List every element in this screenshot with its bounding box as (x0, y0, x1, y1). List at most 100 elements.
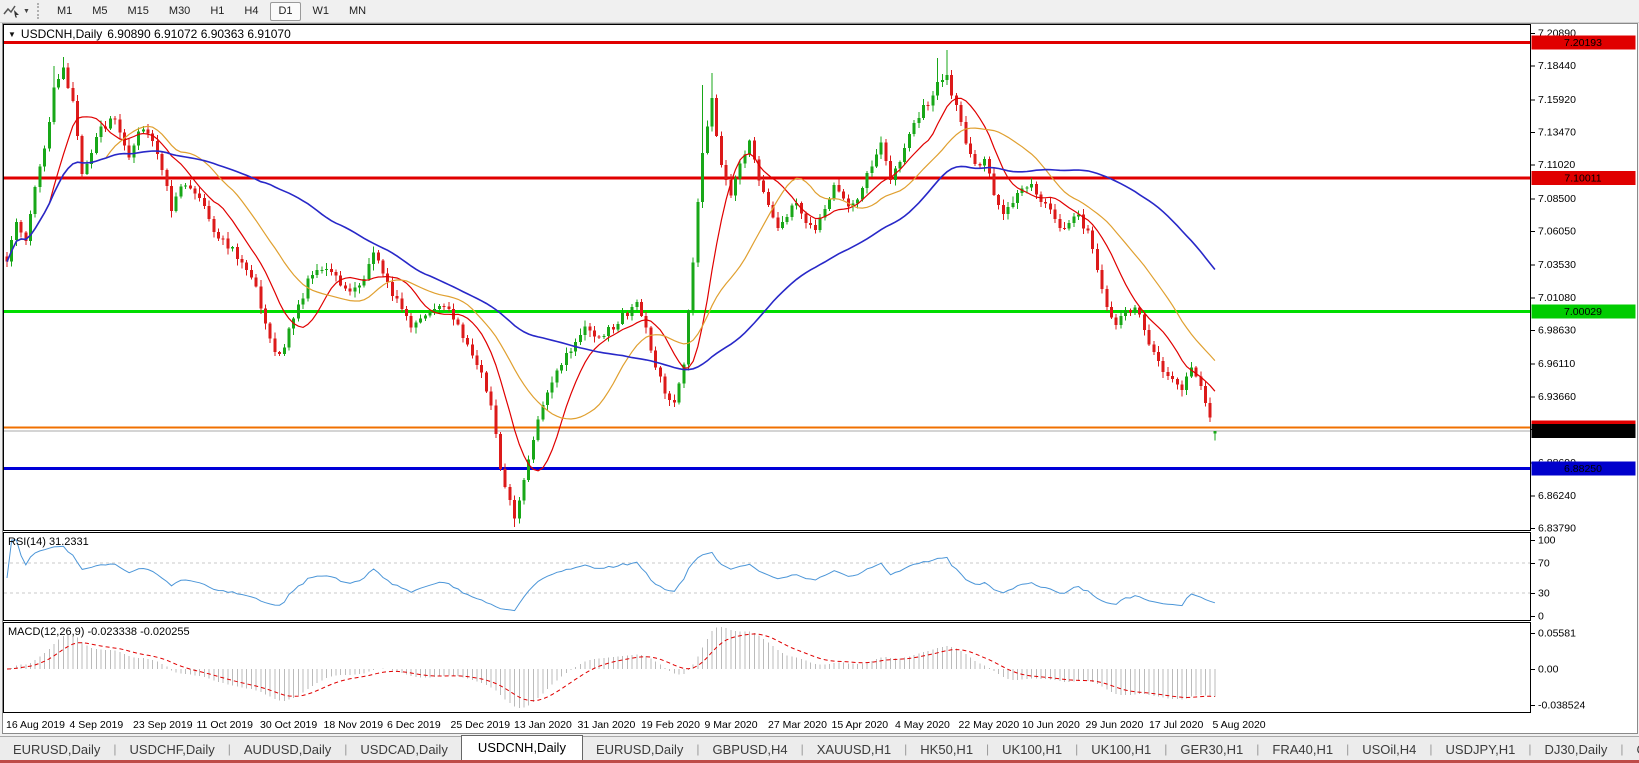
timeframe-button-m15[interactable]: M15 (127, 4, 149, 17)
x-axis-date-label: 10 Jun 2020 (1022, 719, 1080, 731)
macd-signal-line (6, 633, 1215, 702)
ma-slow-line (6, 150, 1216, 371)
level-price-label: 7.00029 (1531, 304, 1636, 319)
rsi-axis-tick: 100 (1538, 535, 1556, 547)
chart-title: ▼ USDCNH,Daily 6.90890 6.91072 6.90363 6… (8, 27, 291, 41)
ma-fast-line (6, 97, 1216, 472)
macd-pane-border (3, 622, 1531, 713)
x-axis-date-label: 9 Mar 2020 (705, 719, 758, 731)
tab-usdcnh-daily-4[interactable]: USDCNH,Daily (460, 735, 583, 761)
rsi-axis-tick: 0 (1538, 611, 1544, 623)
rsi-indicator-label: RSI(14) 31.2331 (8, 536, 89, 548)
horizontal-level-lines (4, 40, 1530, 470)
chart-dropdown-icon[interactable]: ▼ (8, 29, 16, 39)
y-axis-tick: 7.03530 (1538, 259, 1576, 271)
timeframe-button-m30[interactable]: M30 (168, 4, 191, 17)
level-price-label: 7.10011 (1531, 171, 1636, 186)
timeframe-toolbar: ▼ M1 M5 M15 M30 H1 H4 D1 W1 MN (0, 0, 1639, 23)
y-axis-tick: 7.13470 (1538, 127, 1576, 139)
tab-dj30-daily-15[interactable]: DJ30,Daily (1544, 741, 1608, 757)
timeframe-button-mn[interactable]: MN (349, 4, 367, 17)
svg-text:7.20193: 7.20193 (1564, 37, 1602, 49)
y-axis-tick: 7.01080 (1538, 292, 1576, 304)
chart-symbol-period: USDCNH,Daily (20, 27, 103, 41)
rsi-axis: 100 70 30 0 (1530, 535, 1556, 623)
x-axis-date-label: 29 Jun 2020 (1086, 719, 1144, 731)
tab-separator: | (1256, 742, 1260, 756)
ma-mid-line (6, 125, 1216, 420)
macd-axis-tick: -0.038524 (1538, 700, 1585, 712)
level-price-label: 7.20193 (1531, 35, 1636, 50)
tab-xauusd-h1-7[interactable]: XAUUSD,H1 (816, 741, 892, 757)
macd-axis-tick: 0.05581 (1538, 628, 1576, 640)
x-axis-date-label: 5 Aug 2020 (1213, 719, 1266, 731)
chart-tab-bar: EURUSD,Daily | USDCHF,Daily | AUDUSD,Daily | U… (0, 735, 1639, 761)
x-axis-date-label: 19 Feb 2020 (641, 719, 700, 731)
timeframe-button-h4[interactable]: H4 (244, 4, 259, 17)
chart-scroll-tool-icon[interactable] (2, 3, 22, 19)
tab-separator: | (1075, 742, 1079, 756)
x-axis-date-label: 16 Aug 2019 (6, 719, 65, 731)
x-axis-date-label: 17 Jul 2020 (1149, 719, 1203, 731)
tab-hk50-h1-8[interactable]: HK50,H1 (920, 741, 974, 757)
x-axis-date-label: 30 Oct 2019 (260, 719, 317, 731)
tab-uk100-h1-10[interactable]: UK100,H1 (1091, 741, 1152, 757)
main-pane-border (3, 24, 1531, 531)
x-axis-date-label: 23 Sep 2019 (133, 719, 193, 731)
tab-usdjpy-h1-14[interactable]: USDJPY,H1 (1445, 741, 1516, 757)
y-axis-tick: 7.08500 (1538, 193, 1576, 205)
tab-usoil-h4-13[interactable]: USOil,H4 (1362, 741, 1417, 757)
chart-ohlc-values: 6.90890 6.91072 6.90363 6.91070 (107, 27, 291, 41)
svg-text:7.00029: 7.00029 (1564, 306, 1602, 318)
timeframe-button-d1[interactable]: D1 (270, 1, 301, 21)
tab-separator: | (1429, 742, 1433, 756)
svg-text:6.91070: 6.91070 (1564, 425, 1602, 437)
x-axis-date-label: 31 Jan 2020 (578, 719, 636, 731)
rsi-line (6, 539, 1216, 612)
bottom-accent-strip (0, 760, 1639, 763)
y-axis-tick: 6.98630 (1538, 325, 1576, 337)
tab-separator: | (904, 742, 908, 756)
tab-separator: | (800, 742, 804, 756)
y-axis-tick: 6.96110 (1538, 358, 1575, 370)
x-axis-date-label: 27 Mar 2020 (768, 719, 827, 731)
tab-eurusd-daily-5[interactable]: EURUSD,Daily (595, 741, 684, 757)
macd-axis: 0.05581 0.00 -0.038524 (1530, 628, 1585, 712)
y-axis-tick: 6.86240 (1538, 490, 1576, 502)
macd-indicator-label: MACD(12,26,9) -0.023338 -0.020255 (8, 626, 190, 638)
x-axis-date-label: 25 Dec 2019 (451, 719, 511, 731)
svg-text:7.10011: 7.10011 (1564, 173, 1601, 185)
rsi-axis-tick: 70 (1538, 557, 1550, 569)
x-axis-date-label: 11 Oct 2019 (197, 719, 254, 731)
current-price-label: 6.91070 (1531, 423, 1636, 438)
tab-separator: | (344, 742, 348, 756)
tab-separator: | (1346, 742, 1350, 756)
timeframe-button-w1[interactable]: W1 (312, 4, 330, 17)
tab-china300-h1-16[interactable]: CHINA300,H1 (1623, 738, 1639, 761)
timeframe-button-m5[interactable]: M5 (92, 4, 108, 17)
tab-usdchf-daily-1[interactable]: USDCHF,Daily (129, 741, 215, 757)
timeframe-button-h1[interactable]: H1 (210, 4, 225, 17)
level-price-label: 6.88250 (1531, 461, 1636, 476)
tab-uk100-h1-9[interactable]: UK100,H1 (1002, 741, 1063, 757)
x-axis-date-label: 15 Apr 2020 (832, 719, 889, 731)
tab-eurusd-daily-0[interactable]: EURUSD,Daily (13, 741, 101, 757)
tab-usdcad-daily-3[interactable]: USDCAD,Daily (360, 741, 448, 757)
rsi-pane-border (3, 532, 1531, 621)
tab-gbpusd-h4-6[interactable]: GBPUSD,H4 (712, 741, 788, 757)
y-axis-tick: 6.93660 (1538, 391, 1576, 403)
x-axis-date-label: 6 Dec 2019 (387, 719, 441, 731)
toolbar-grip-handle[interactable] (36, 3, 39, 19)
tab-separator: | (1620, 742, 1624, 756)
macd-histogram (11, 627, 1216, 708)
chart-window-background (2, 23, 1638, 734)
y-axis-tick: 7.18440 (1538, 60, 1576, 72)
tab-audusd-daily-2[interactable]: AUDUSD,Daily (243, 741, 332, 757)
timeframe-button-m1[interactable]: M1 (56, 4, 73, 17)
tab-separator: | (1164, 742, 1168, 756)
tab-ger30-h1-11[interactable]: GER30,H1 (1180, 741, 1244, 757)
chevron-down-icon[interactable]: ▼ (23, 7, 30, 15)
tab-fra40-h1-12[interactable]: FRA40,H1 (1272, 741, 1334, 757)
